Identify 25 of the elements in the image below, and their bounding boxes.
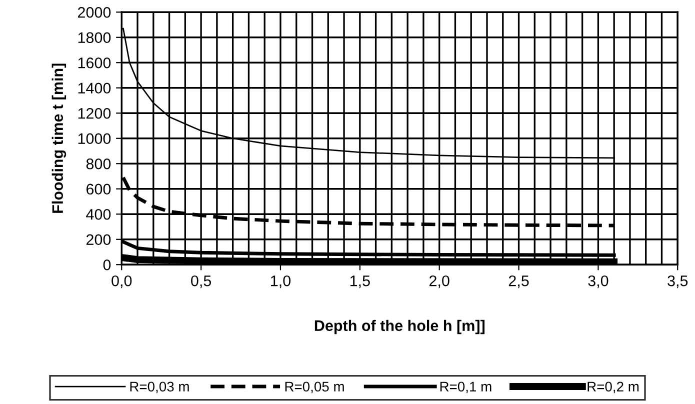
y-tick-label: 1400	[78, 82, 111, 94]
x-tick-label: 3,5	[668, 275, 688, 288]
legend-label: R=0,2 m	[588, 382, 639, 394]
x-tick-label: 0,0	[112, 275, 132, 288]
x-tick-label: 1,0	[271, 275, 291, 288]
y-tick-label: 600	[86, 184, 111, 195]
y-tick-label: 1200	[78, 108, 111, 119]
x-axis-title: Depth of the hole h [m]]	[314, 320, 484, 334]
x-tick-label: 3,0	[588, 275, 608, 288]
y-tick-label: 1600	[78, 57, 111, 68]
x-tick-label: 0,5	[191, 275, 212, 288]
x-tick-label: 1,5	[350, 276, 370, 288]
legend-label: R=0,03 m	[130, 382, 189, 394]
legend-label: R=0,1 m	[440, 382, 492, 394]
y-tick-label: 1800	[78, 32, 111, 44]
x-tick-label: 2,0	[429, 275, 450, 288]
y-tick-label: 200	[86, 234, 111, 246]
y-tick-label: 400	[86, 208, 111, 220]
y-tick-label: 2000	[78, 6, 111, 18]
legend-label: R=0,05 m	[285, 382, 344, 394]
x-tick-label: 2,5	[508, 275, 529, 288]
y-tick-label: 0	[103, 259, 111, 270]
y-axis-title: Flooding time t [min]	[52, 64, 66, 213]
y-tick-label: 800	[86, 158, 111, 170]
y-tick-label: 1000	[78, 133, 111, 144]
